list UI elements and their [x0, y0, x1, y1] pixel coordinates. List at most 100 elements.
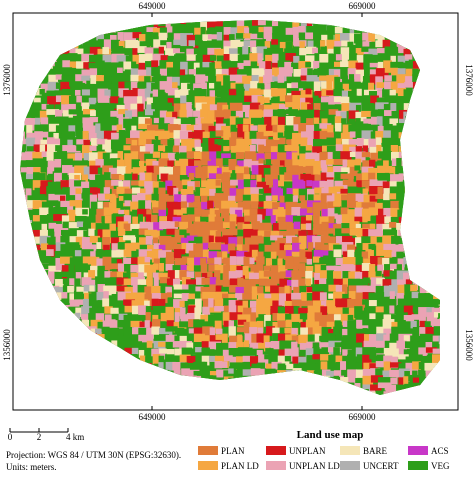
land-patch: [277, 74, 285, 84]
land-patch: [270, 146, 278, 158]
land-patch: [76, 139, 88, 149]
land-patch: [236, 244, 248, 256]
land-patch: [221, 194, 230, 203]
land-patch: [355, 347, 363, 357]
land-patch: [117, 46, 124, 55]
land-patch: [228, 271, 241, 285]
land-patch: [229, 356, 237, 367]
land-patch: [333, 249, 342, 262]
land-patch: [110, 39, 120, 52]
land-patch: [349, 131, 357, 138]
land-patch: [40, 83, 49, 93]
land-patch: [377, 264, 384, 274]
land-patch: [95, 180, 106, 193]
land-patch: [158, 187, 166, 195]
land-patch: [102, 62, 112, 76]
land-patch: [425, 327, 434, 335]
land-patch: [397, 55, 409, 63]
land-patch: [354, 306, 363, 319]
land-patch: [41, 131, 53, 138]
land-patch: [181, 347, 193, 357]
land-patch: [376, 326, 389, 338]
land-patch: [375, 312, 385, 321]
land-patch: [320, 102, 329, 111]
land-patch: [341, 298, 352, 306]
land-patch: [179, 229, 190, 239]
land-patch: [432, 348, 440, 354]
land-patch: [299, 109, 312, 120]
land-patch: [160, 40, 173, 46]
land-patch: [46, 109, 60, 115]
land-patch: [340, 111, 347, 123]
land-patch: [131, 347, 139, 357]
land-patch: [326, 20, 334, 31]
land-patch: [83, 230, 92, 244]
land-patch: [265, 195, 272, 202]
land-patch: [431, 299, 440, 305]
land-patch: [285, 319, 294, 330]
land-patch: [144, 300, 150, 309]
land-patch: [291, 299, 302, 311]
land-patch: [305, 88, 312, 95]
land-patch: [117, 151, 124, 161]
land-patch: [300, 300, 313, 307]
land-patch: [104, 314, 116, 326]
land-patch: [279, 167, 290, 175]
land-patch: [55, 201, 62, 212]
land-patch: [299, 48, 307, 56]
land-patch: [214, 270, 221, 282]
land-patch: [270, 272, 285, 284]
land-patch: [333, 326, 340, 336]
land-patch: [306, 207, 313, 213]
land-patch: [389, 305, 395, 314]
land-patch: [284, 172, 298, 181]
land-patch: [377, 230, 384, 240]
land-patch: [167, 195, 174, 208]
land-patch: [61, 292, 68, 301]
land-patch: [305, 270, 313, 285]
land-patch: [284, 285, 290, 297]
land-patch: [194, 96, 206, 108]
land-patch: [97, 151, 107, 161]
land-patch: [298, 180, 306, 190]
land-patch: [355, 47, 364, 55]
land-patch: [327, 333, 336, 341]
land-patch: [61, 104, 73, 114]
land-patch: [320, 96, 333, 107]
land-patch: [340, 207, 349, 215]
land-patch: [327, 124, 334, 137]
land-patch: [216, 348, 229, 360]
land-patch: [69, 299, 80, 312]
land-patch: [270, 305, 284, 315]
land-patch: [89, 117, 99, 123]
land-patch: [412, 347, 424, 361]
land-patch: [103, 223, 115, 231]
land-patch: [376, 223, 384, 231]
land-patch: [279, 271, 291, 279]
land-patch: [328, 186, 337, 194]
land-patch: [396, 181, 404, 195]
land-patch: [208, 125, 216, 133]
land-patch: [251, 249, 258, 261]
land-patch: [137, 96, 143, 108]
land-patch: [32, 215, 44, 228]
land-patch: [151, 285, 164, 294]
land-patch: [300, 200, 313, 211]
land-patch: [117, 291, 132, 302]
land-patch: [138, 151, 151, 164]
land-patch: [256, 174, 262, 185]
land-patch: [320, 361, 328, 370]
land-patch: [151, 326, 160, 339]
legend-label: UNPLAN LD: [289, 461, 340, 471]
land-patch: [123, 272, 137, 283]
land-patch: [376, 333, 387, 345]
land-patch: [194, 180, 200, 192]
land-patch: [326, 370, 340, 382]
land-patch: [362, 299, 369, 305]
land-patch: [377, 208, 387, 218]
land-patch: [321, 221, 333, 231]
land-patch: [186, 271, 195, 279]
land-patch: [235, 286, 250, 296]
land-patch: [319, 69, 331, 81]
land-patch: [256, 110, 269, 117]
